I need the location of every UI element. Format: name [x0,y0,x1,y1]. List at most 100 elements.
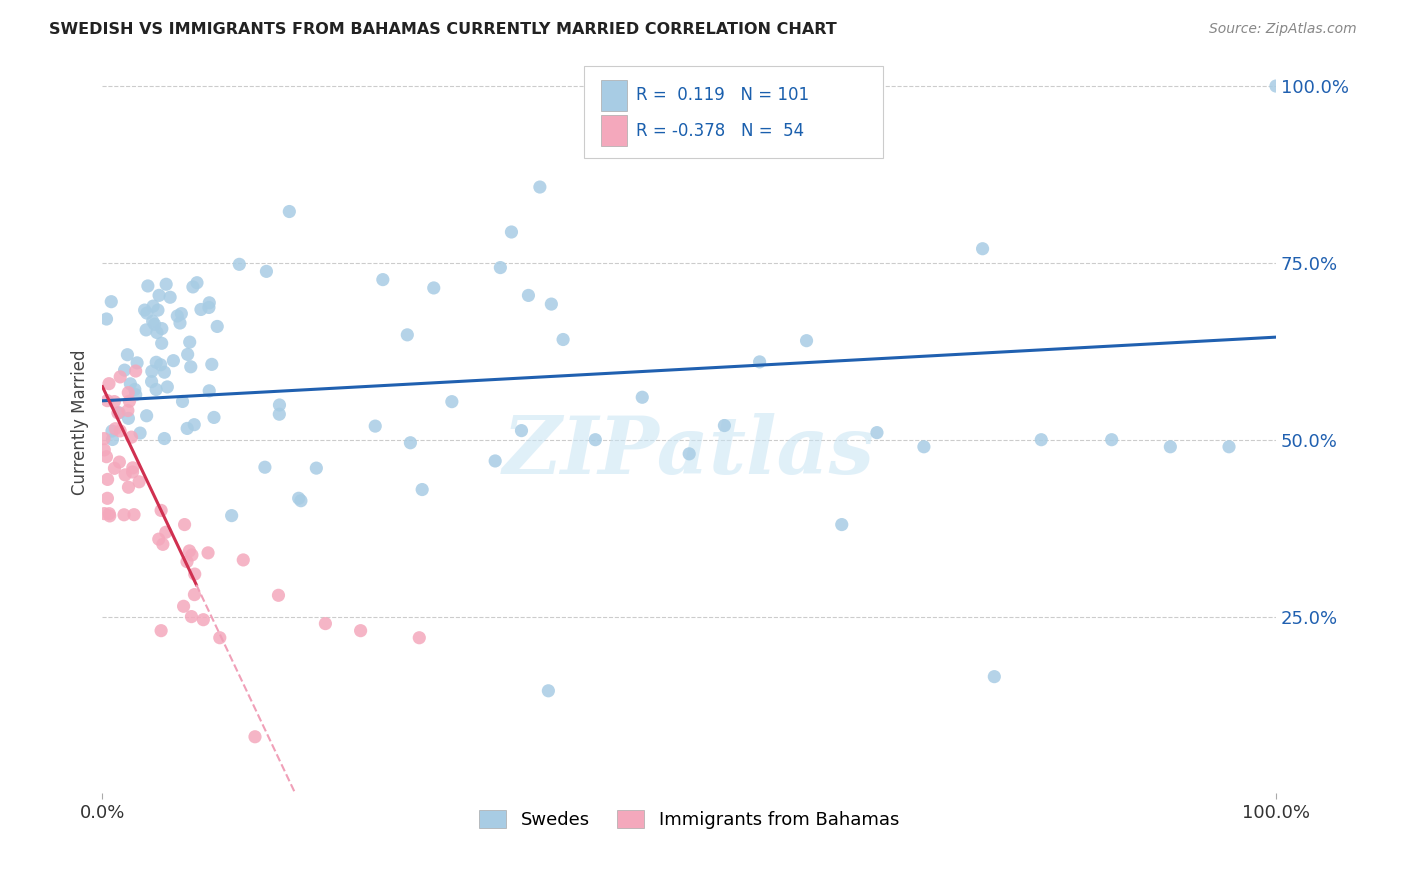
Point [155,525,177,540]
Point [176,347,198,361]
Point [1159,440,1181,454]
Point [489,260,512,275]
Point [152,537,174,551]
Point [122,508,145,522]
Point [117,403,139,417]
Y-axis label: Currently Married: Currently Married [72,350,89,495]
Point [112,508,135,522]
Point [170,307,193,321]
Point [124,364,146,378]
Point [150,321,173,335]
Point [267,588,290,602]
Point [278,204,301,219]
Point [176,555,198,569]
Point [583,433,606,447]
Point [97,472,120,486]
Point [181,280,204,294]
Point [202,410,225,425]
Point [713,418,735,433]
Point [108,455,131,469]
Point [1031,433,1053,447]
Point [135,323,157,337]
Point [103,461,125,475]
Point [96,450,118,464]
Point [180,548,202,562]
Point [440,394,463,409]
Point [529,180,551,194]
Point [136,279,159,293]
Point [399,435,422,450]
Point [243,730,266,744]
Point [124,383,146,397]
Point [118,394,141,409]
Point [166,309,188,323]
Point [501,225,523,239]
Point [142,314,165,328]
Point [117,411,139,425]
Point [143,318,166,332]
Point [141,364,163,378]
Point [183,588,205,602]
Point [831,517,853,532]
Point [364,419,387,434]
Point [128,475,150,489]
Point [96,312,118,326]
Point [142,299,165,313]
Point [193,613,215,627]
Text: SWEDISH VS IMMIGRANTS FROM BAHAMAS CURRENTLY MARRIED CORRELATION CHART: SWEDISH VS IMMIGRANTS FROM BAHAMAS CURRE… [49,22,837,37]
Point [159,290,181,304]
Point [179,335,201,350]
Point [101,424,124,438]
Point [371,272,394,286]
Point [551,333,574,347]
Point [150,624,173,638]
Point [121,460,143,475]
Point [1265,78,1288,93]
Point [149,358,172,372]
Point [93,432,115,446]
Point [186,276,208,290]
Point [184,567,207,582]
Point [190,302,212,317]
Point [121,465,143,479]
Point [411,483,433,497]
Point [145,355,167,369]
Point [150,503,173,517]
Point [796,334,818,348]
Point [155,277,177,292]
Point [98,376,121,391]
Point [198,295,221,310]
Point [269,407,291,421]
Point [108,370,131,384]
Point [179,544,201,558]
Point [201,357,224,371]
Point [153,365,176,379]
Point [120,376,142,391]
Point [197,546,219,560]
Text: R = -0.378   N =  54: R = -0.378 N = 54 [637,122,804,140]
Point [540,297,562,311]
Point [254,264,277,278]
Point [134,303,156,318]
Bar [602,79,627,111]
Point [173,599,195,614]
Point [748,355,770,369]
Point [253,460,276,475]
Point [117,480,139,494]
Point [103,394,125,409]
Point [146,303,169,318]
Point [141,375,163,389]
Point [125,387,148,401]
Point [101,433,124,447]
Point [148,288,170,302]
Point [135,306,157,320]
Point [1218,440,1240,454]
Point [108,406,131,420]
Point [349,624,371,638]
Point [305,461,328,475]
Point [125,356,148,370]
Point [314,616,336,631]
Point [100,294,122,309]
Point [631,390,654,404]
Point [114,363,136,377]
